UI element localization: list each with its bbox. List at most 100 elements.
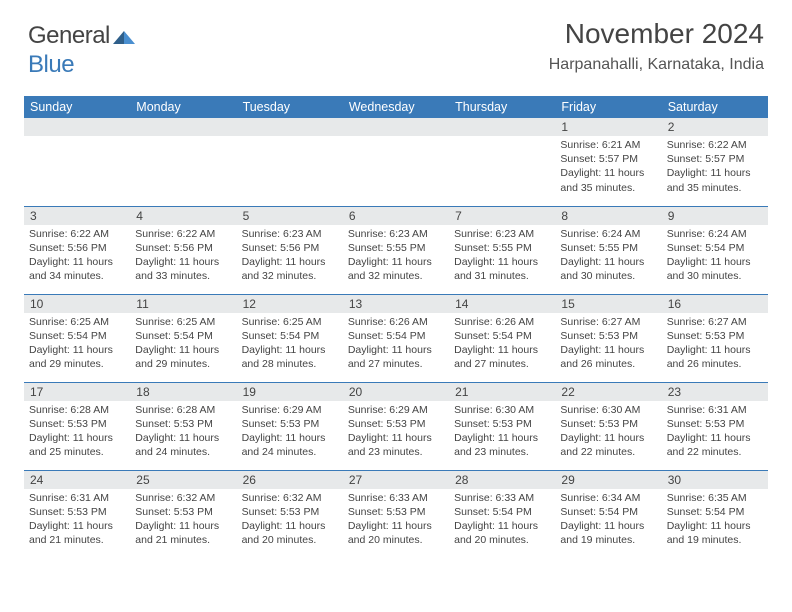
- sunrise-line: Sunrise: 6:34 AM: [560, 491, 656, 505]
- day-details: Sunrise: 6:27 AMSunset: 5:53 PMDaylight:…: [662, 313, 768, 376]
- calendar-day-cell: 7Sunrise: 6:23 AMSunset: 5:55 PMDaylight…: [449, 206, 555, 294]
- calendar-day-cell: 5Sunrise: 6:23 AMSunset: 5:56 PMDaylight…: [237, 206, 343, 294]
- sunset-line: Sunset: 5:57 PM: [560, 152, 656, 166]
- sunset-line: Sunset: 5:56 PM: [29, 241, 125, 255]
- sunrise-line: Sunrise: 6:29 AM: [242, 403, 338, 417]
- daylight-line: Daylight: 11 hours and 30 minutes.: [667, 255, 763, 283]
- day-number: 22: [555, 383, 661, 401]
- sunrise-line: Sunrise: 6:30 AM: [560, 403, 656, 417]
- daylight-line: Daylight: 11 hours and 29 minutes.: [135, 343, 231, 371]
- day-details: Sunrise: 6:25 AMSunset: 5:54 PMDaylight:…: [130, 313, 236, 376]
- calendar-row: 10Sunrise: 6:25 AMSunset: 5:54 PMDayligh…: [24, 294, 768, 382]
- day-number: 21: [449, 383, 555, 401]
- day-number: 24: [24, 471, 130, 489]
- sunset-line: Sunset: 5:53 PM: [135, 417, 231, 431]
- calendar-day-cell: 11Sunrise: 6:25 AMSunset: 5:54 PMDayligh…: [130, 294, 236, 382]
- sunset-line: Sunset: 5:54 PM: [667, 505, 763, 519]
- calendar-day-cell: 30Sunrise: 6:35 AMSunset: 5:54 PMDayligh…: [662, 470, 768, 558]
- day-number: 18: [130, 383, 236, 401]
- day-number: 28: [449, 471, 555, 489]
- sunrise-line: Sunrise: 6:27 AM: [560, 315, 656, 329]
- day-details: Sunrise: 6:25 AMSunset: 5:54 PMDaylight:…: [237, 313, 343, 376]
- weekday-header-row: SundayMondayTuesdayWednesdayThursdayFrid…: [24, 96, 768, 118]
- day-details: Sunrise: 6:22 AMSunset: 5:56 PMDaylight:…: [130, 225, 236, 288]
- calendar-day-cell: 22Sunrise: 6:30 AMSunset: 5:53 PMDayligh…: [555, 382, 661, 470]
- day-number: 15: [555, 295, 661, 313]
- daylight-line: Daylight: 11 hours and 27 minutes.: [454, 343, 550, 371]
- weekday-header: Tuesday: [237, 96, 343, 118]
- day-details: Sunrise: 6:32 AMSunset: 5:53 PMDaylight:…: [237, 489, 343, 552]
- sunrise-line: Sunrise: 6:23 AM: [348, 227, 444, 241]
- day-number: 23: [662, 383, 768, 401]
- daylight-line: Daylight: 11 hours and 26 minutes.: [667, 343, 763, 371]
- daylight-line: Daylight: 11 hours and 33 minutes.: [135, 255, 231, 283]
- sunrise-line: Sunrise: 6:24 AM: [560, 227, 656, 241]
- day-details: Sunrise: 6:28 AMSunset: 5:53 PMDaylight:…: [24, 401, 130, 464]
- calendar-day-cell: 13Sunrise: 6:26 AMSunset: 5:54 PMDayligh…: [343, 294, 449, 382]
- calendar-day-cell: 20Sunrise: 6:29 AMSunset: 5:53 PMDayligh…: [343, 382, 449, 470]
- sunrise-line: Sunrise: 6:25 AM: [135, 315, 231, 329]
- daylight-line: Daylight: 11 hours and 23 minutes.: [454, 431, 550, 459]
- sunset-line: Sunset: 5:56 PM: [242, 241, 338, 255]
- calendar-day-cell: 1Sunrise: 6:21 AMSunset: 5:57 PMDaylight…: [555, 118, 661, 206]
- day-number: 2: [662, 118, 768, 136]
- sunrise-line: Sunrise: 6:26 AM: [454, 315, 550, 329]
- sunrise-line: Sunrise: 6:30 AM: [454, 403, 550, 417]
- day-details: Sunrise: 6:30 AMSunset: 5:53 PMDaylight:…: [449, 401, 555, 464]
- weekday-header: Wednesday: [343, 96, 449, 118]
- weekday-header: Friday: [555, 96, 661, 118]
- calendar-body: 1Sunrise: 6:21 AMSunset: 5:57 PMDaylight…: [24, 118, 768, 558]
- sunrise-line: Sunrise: 6:22 AM: [29, 227, 125, 241]
- sunrise-line: Sunrise: 6:27 AM: [667, 315, 763, 329]
- calendar-day-cell: 6Sunrise: 6:23 AMSunset: 5:55 PMDaylight…: [343, 206, 449, 294]
- daylight-line: Daylight: 11 hours and 22 minutes.: [667, 431, 763, 459]
- brand-part2: Blue: [28, 51, 74, 78]
- calendar-day-cell: 29Sunrise: 6:34 AMSunset: 5:54 PMDayligh…: [555, 470, 661, 558]
- daylight-line: Daylight: 11 hours and 32 minutes.: [242, 255, 338, 283]
- day-details: Sunrise: 6:33 AMSunset: 5:54 PMDaylight:…: [449, 489, 555, 552]
- sunset-line: Sunset: 5:57 PM: [667, 152, 763, 166]
- calendar-day-cell: 12Sunrise: 6:25 AMSunset: 5:54 PMDayligh…: [237, 294, 343, 382]
- daylight-line: Daylight: 11 hours and 21 minutes.: [135, 519, 231, 547]
- day-details: Sunrise: 6:23 AMSunset: 5:55 PMDaylight:…: [449, 225, 555, 288]
- daylight-line: Daylight: 11 hours and 31 minutes.: [454, 255, 550, 283]
- day-details: Sunrise: 6:31 AMSunset: 5:53 PMDaylight:…: [24, 489, 130, 552]
- sunset-line: Sunset: 5:55 PM: [560, 241, 656, 255]
- daylight-line: Daylight: 11 hours and 20 minutes.: [348, 519, 444, 547]
- calendar-day-cell: 19Sunrise: 6:29 AMSunset: 5:53 PMDayligh…: [237, 382, 343, 470]
- calendar-day-cell: 3Sunrise: 6:22 AMSunset: 5:56 PMDaylight…: [24, 206, 130, 294]
- day-details: Sunrise: 6:35 AMSunset: 5:54 PMDaylight:…: [662, 489, 768, 552]
- sunrise-line: Sunrise: 6:26 AM: [348, 315, 444, 329]
- daylight-line: Daylight: 11 hours and 20 minutes.: [454, 519, 550, 547]
- day-number: [130, 118, 236, 136]
- day-number: 17: [24, 383, 130, 401]
- sunset-line: Sunset: 5:53 PM: [242, 505, 338, 519]
- day-number: 26: [237, 471, 343, 489]
- day-number: 19: [237, 383, 343, 401]
- sunrise-line: Sunrise: 6:23 AM: [454, 227, 550, 241]
- day-details: Sunrise: 6:29 AMSunset: 5:53 PMDaylight:…: [237, 401, 343, 464]
- sunset-line: Sunset: 5:53 PM: [667, 329, 763, 343]
- day-details: Sunrise: 6:22 AMSunset: 5:56 PMDaylight:…: [24, 225, 130, 288]
- sunset-line: Sunset: 5:55 PM: [454, 241, 550, 255]
- day-details: Sunrise: 6:31 AMSunset: 5:53 PMDaylight:…: [662, 401, 768, 464]
- calendar-day-cell: 18Sunrise: 6:28 AMSunset: 5:53 PMDayligh…: [130, 382, 236, 470]
- calendar-row: 24Sunrise: 6:31 AMSunset: 5:53 PMDayligh…: [24, 470, 768, 558]
- calendar-day-cell: 25Sunrise: 6:32 AMSunset: 5:53 PMDayligh…: [130, 470, 236, 558]
- daylight-line: Daylight: 11 hours and 24 minutes.: [242, 431, 338, 459]
- day-details: Sunrise: 6:34 AMSunset: 5:54 PMDaylight:…: [555, 489, 661, 552]
- calendar-row: 1Sunrise: 6:21 AMSunset: 5:57 PMDaylight…: [24, 118, 768, 206]
- calendar-day-cell: 15Sunrise: 6:27 AMSunset: 5:53 PMDayligh…: [555, 294, 661, 382]
- calendar-day-cell: 26Sunrise: 6:32 AMSunset: 5:53 PMDayligh…: [237, 470, 343, 558]
- calendar-day-cell: 21Sunrise: 6:30 AMSunset: 5:53 PMDayligh…: [449, 382, 555, 470]
- sunset-line: Sunset: 5:53 PM: [29, 505, 125, 519]
- calendar-day-cell: 2Sunrise: 6:22 AMSunset: 5:57 PMDaylight…: [662, 118, 768, 206]
- sunrise-line: Sunrise: 6:29 AM: [348, 403, 444, 417]
- day-number: 14: [449, 295, 555, 313]
- daylight-line: Daylight: 11 hours and 32 minutes.: [348, 255, 444, 283]
- daylight-line: Daylight: 11 hours and 34 minutes.: [29, 255, 125, 283]
- day-details: Sunrise: 6:27 AMSunset: 5:53 PMDaylight:…: [555, 313, 661, 376]
- day-number: 10: [24, 295, 130, 313]
- sunset-line: Sunset: 5:53 PM: [667, 417, 763, 431]
- weekday-header: Monday: [130, 96, 236, 118]
